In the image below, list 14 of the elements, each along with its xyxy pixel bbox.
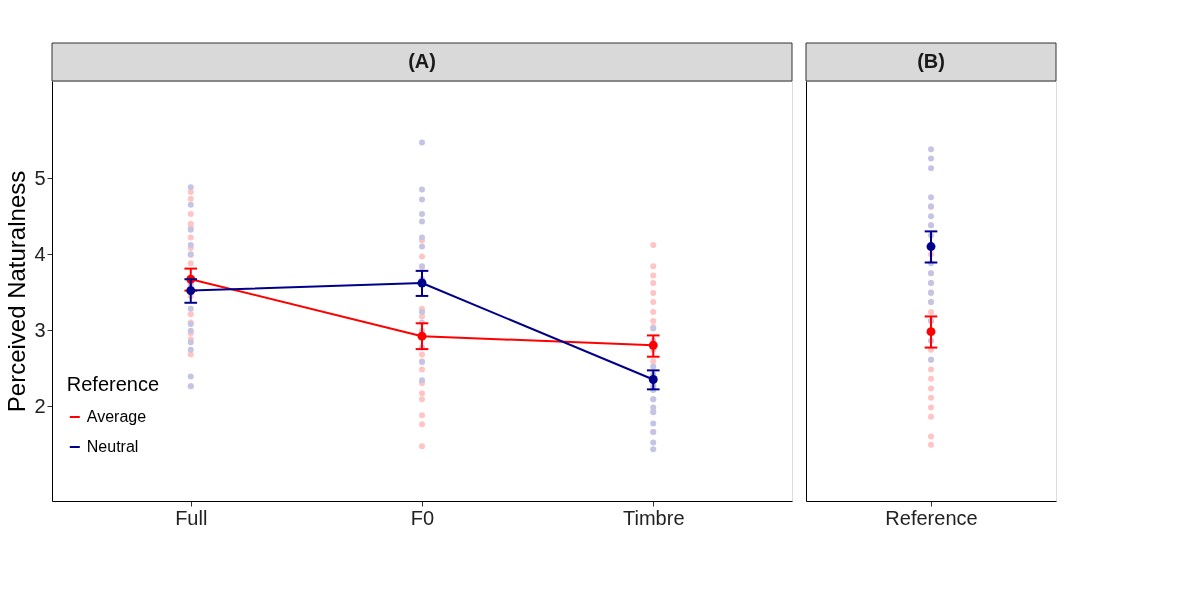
- chart-title: (A): [408, 50, 436, 72]
- x-tick-label: F0: [410, 506, 435, 529]
- legend-label: Average: [86, 408, 147, 425]
- y-tick-label: 4: [34, 242, 46, 265]
- x-tick-label: Reference: [885, 506, 978, 529]
- legend-label: Neutral: [86, 438, 139, 455]
- y-tick-label: 2: [34, 394, 46, 417]
- y-tick-label: 3: [34, 318, 46, 341]
- x-tick-label: Full: [175, 506, 208, 529]
- y-axis-title: Perceived Naturalness: [3, 170, 31, 413]
- legend-title: Reference: [66, 373, 160, 395]
- chart-title: (B): [917, 50, 945, 72]
- y-tick-label: 5: [34, 166, 46, 189]
- x-tick-label: Timbre: [623, 506, 685, 529]
